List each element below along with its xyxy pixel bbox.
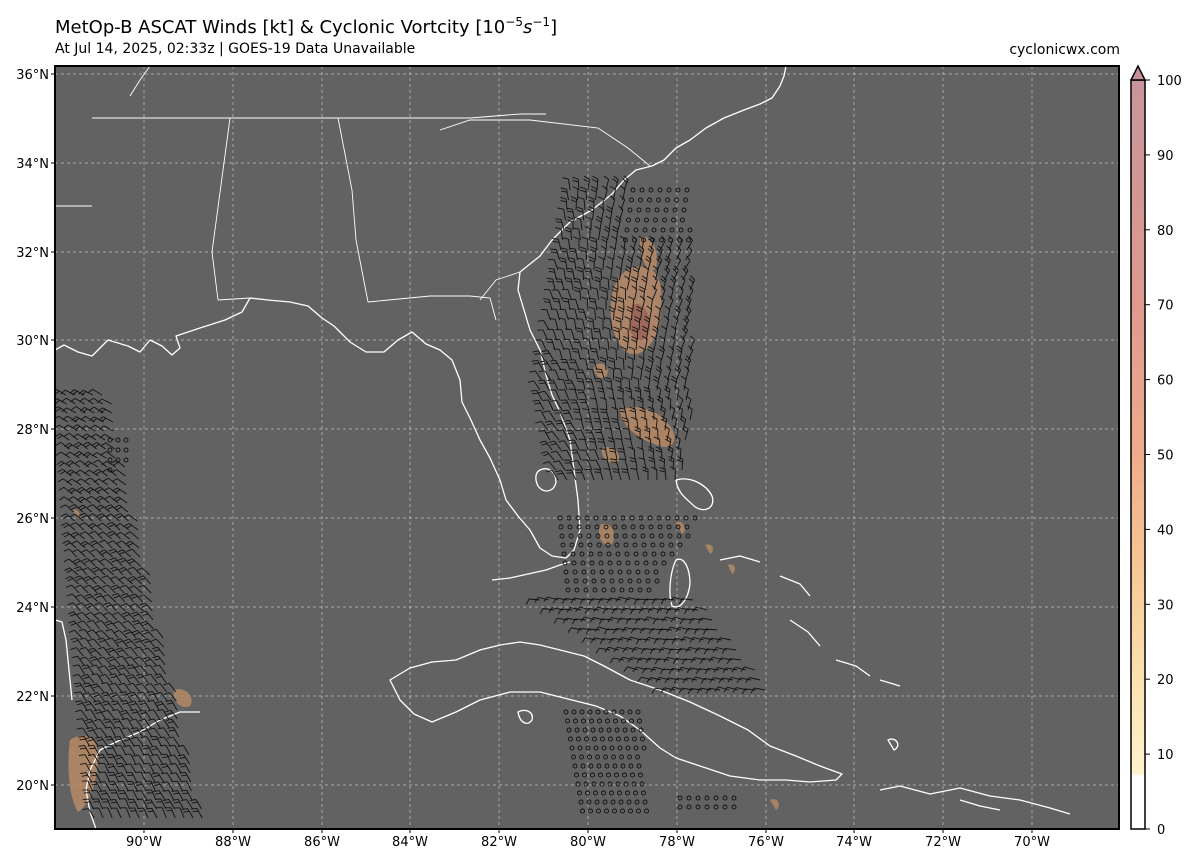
longitude-label: 72°W	[925, 835, 961, 850]
longitude-label: 82°W	[481, 835, 517, 850]
colorbar-tick-label: 80	[1157, 224, 1174, 239]
graticule	[55, 66, 1119, 829]
state-borders	[55, 66, 651, 321]
site-credit: cyclonicwx.com	[1009, 42, 1120, 58]
colorbar-tick-label: 90	[1157, 149, 1174, 164]
longitude-label: 74°W	[836, 835, 872, 850]
latitude-label: 20°N	[16, 779, 49, 794]
colorbar-tick-label: 20	[1157, 673, 1174, 688]
latitude-label: 36°N	[16, 68, 49, 83]
longitude-label: 84°W	[392, 835, 428, 850]
latitude-labels: 36°N 34°N 32°N 30°N 28°N 26°N 24°N 22°N 20°N	[16, 68, 55, 794]
colorbar-tick-label: 60	[1157, 374, 1174, 389]
longitude-labels: 90°W 88°W 86°W 84°W 82°W 80°W 78°W 76°W 74°W 72°W…	[126, 829, 1050, 850]
longitude-label: 90°W	[126, 835, 162, 850]
colorbar-tick-label: 100	[1157, 74, 1182, 89]
colorbar-tick-label: 40	[1157, 523, 1174, 538]
map-title: MetOp-B ASCAT Winds [kt] & Cyclonic Vort…	[55, 15, 558, 38]
latitude-label: 32°N	[16, 246, 49, 261]
longitude-label: 78°W	[659, 835, 695, 850]
latitude-label: 28°N	[16, 423, 49, 438]
longitude-label: 70°W	[1014, 835, 1050, 850]
coastlines	[55, 66, 1071, 829]
longitude-label: 86°W	[304, 835, 340, 850]
colorbar-extend-arrow	[1129, 64, 1147, 81]
longitude-label: 80°W	[570, 835, 606, 850]
colorbar-tick-label: 0	[1157, 823, 1165, 838]
wind-barbs	[55, 175, 766, 819]
latitude-label: 22°N	[16, 690, 49, 705]
latitude-label: 26°N	[16, 512, 49, 527]
latitude-label: 34°N	[16, 157, 49, 172]
map-frame	[54, 65, 1120, 830]
colorbar-scale	[1130, 79, 1146, 830]
colorbar-tick-label: 50	[1157, 449, 1174, 464]
longitude-label: 76°W	[748, 835, 784, 850]
colorbar-tick-label: 10	[1157, 748, 1174, 763]
latitude-label: 30°N	[16, 334, 49, 349]
longitude-label: 88°W	[215, 835, 251, 850]
colorbar-tick-label: 30	[1157, 598, 1174, 613]
colorbar-tick-label: 70	[1157, 299, 1174, 314]
latitude-label: 24°N	[16, 601, 49, 616]
map-subtitle: At Jul 14, 2025, 02:33z | GOES-19 Data U…	[55, 41, 416, 57]
